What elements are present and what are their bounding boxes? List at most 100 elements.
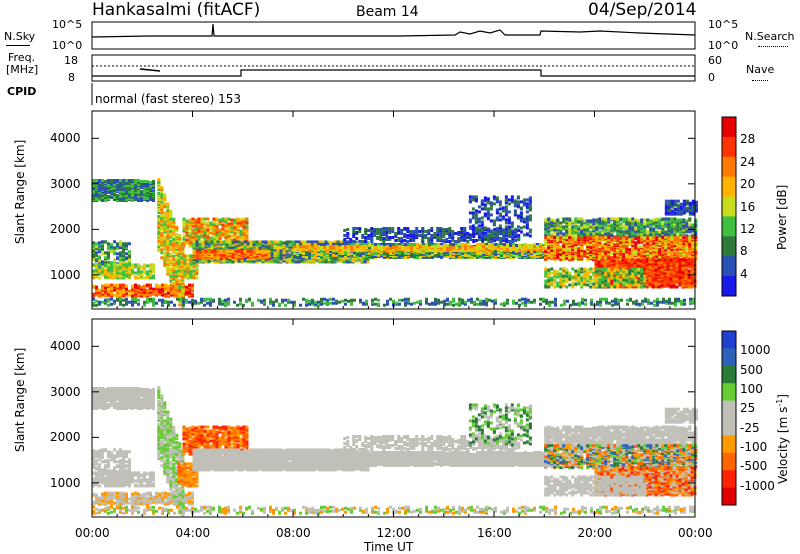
power-cell bbox=[347, 242, 350, 246]
power-cell bbox=[367, 236, 371, 240]
power-cell bbox=[291, 240, 295, 244]
power-cell bbox=[160, 216, 164, 220]
power-cell bbox=[143, 269, 146, 273]
power-cell bbox=[343, 237, 347, 241]
power-cell bbox=[163, 195, 167, 199]
power-cell bbox=[559, 231, 563, 235]
power-cell bbox=[137, 284, 140, 288]
power-cell bbox=[204, 249, 208, 253]
power-cell bbox=[377, 245, 380, 249]
power-cell bbox=[98, 179, 101, 183]
power-cell bbox=[140, 265, 143, 269]
power-cell bbox=[347, 245, 350, 249]
power-cell bbox=[191, 231, 195, 235]
power-cell bbox=[137, 181, 140, 185]
power-cell bbox=[166, 225, 170, 229]
power-cell bbox=[471, 211, 475, 215]
power-cell bbox=[237, 246, 241, 250]
power-cell bbox=[149, 290, 152, 294]
power-cell bbox=[419, 242, 422, 246]
power-cell bbox=[352, 234, 356, 238]
power-cell bbox=[344, 245, 347, 249]
power-cell bbox=[404, 246, 407, 250]
power-cell bbox=[483, 198, 487, 202]
power-cell bbox=[160, 256, 164, 260]
power-cell bbox=[175, 260, 179, 264]
power-cell bbox=[368, 246, 371, 250]
power-cell bbox=[172, 254, 176, 258]
power-cell bbox=[231, 243, 235, 247]
power-cell bbox=[510, 225, 514, 229]
power-cell bbox=[359, 247, 362, 251]
power-cell bbox=[354, 240, 358, 244]
power-cell bbox=[550, 232, 554, 236]
power-cell bbox=[370, 237, 374, 241]
power-cell bbox=[128, 263, 131, 267]
power-cell bbox=[296, 245, 299, 249]
power-cell bbox=[504, 205, 508, 209]
power-cell bbox=[495, 231, 499, 235]
power-cell bbox=[502, 230, 506, 234]
power-cell bbox=[188, 243, 192, 247]
power-cell bbox=[297, 260, 301, 264]
power-cell bbox=[440, 245, 443, 249]
power-cell bbox=[495, 211, 499, 215]
power-cell bbox=[525, 198, 529, 202]
power-cell bbox=[519, 200, 523, 204]
power-cell bbox=[157, 188, 161, 192]
power-cell bbox=[95, 271, 98, 275]
power-cell bbox=[501, 215, 505, 219]
power-cell bbox=[180, 256, 184, 260]
power-cell bbox=[544, 218, 548, 222]
power-cell bbox=[504, 218, 508, 222]
power-cell bbox=[146, 270, 149, 274]
power-cell bbox=[528, 202, 532, 206]
power-cell bbox=[436, 235, 440, 239]
power-cell bbox=[276, 258, 280, 262]
power-cell bbox=[195, 266, 199, 270]
power-cell bbox=[125, 181, 128, 185]
power-cell bbox=[140, 180, 143, 184]
power-cell bbox=[519, 226, 523, 230]
power-cell bbox=[191, 235, 195, 239]
power-cell bbox=[107, 253, 110, 257]
power-cell bbox=[175, 273, 179, 277]
power-cell bbox=[125, 270, 128, 274]
power-cell bbox=[104, 268, 107, 272]
power-cell bbox=[137, 263, 140, 267]
power-cell bbox=[377, 242, 380, 246]
power-cell bbox=[521, 252, 524, 256]
power-cell bbox=[122, 196, 125, 200]
power-cell bbox=[518, 248, 521, 252]
power-cell bbox=[185, 241, 189, 245]
power-cell bbox=[160, 223, 164, 227]
power-cell bbox=[242, 219, 246, 223]
power-cell bbox=[92, 257, 95, 261]
power-cell bbox=[510, 198, 514, 202]
power-cell bbox=[427, 240, 431, 243]
power-cell bbox=[478, 237, 482, 241]
power-cell bbox=[507, 221, 511, 225]
power-cell bbox=[449, 254, 452, 258]
power-cell bbox=[177, 261, 181, 265]
power-cell bbox=[252, 240, 256, 244]
power-cell bbox=[207, 240, 211, 244]
power-cell bbox=[189, 267, 193, 271]
power-cell bbox=[392, 246, 395, 250]
power-cell bbox=[146, 185, 149, 189]
power-cell bbox=[497, 245, 500, 249]
power-cell bbox=[249, 244, 253, 248]
power-cell bbox=[380, 247, 383, 251]
power-cell bbox=[242, 217, 246, 221]
power-cell bbox=[565, 224, 569, 228]
power-cell bbox=[293, 253, 296, 257]
power-cell bbox=[225, 240, 229, 244]
power-cell bbox=[140, 197, 143, 201]
power-cell bbox=[119, 286, 122, 290]
power-cell bbox=[474, 199, 478, 203]
power-cell bbox=[188, 224, 192, 228]
power-cell bbox=[445, 231, 449, 235]
power-cell bbox=[421, 237, 425, 241]
power-cell bbox=[137, 291, 140, 295]
power-cell bbox=[598, 217, 602, 221]
